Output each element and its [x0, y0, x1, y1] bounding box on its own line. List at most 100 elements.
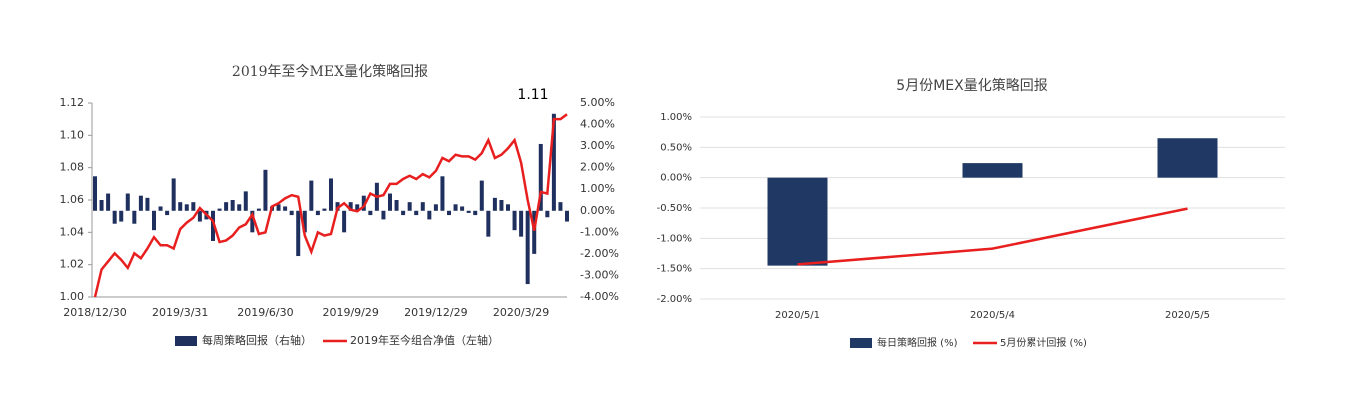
bar [486, 210, 491, 237]
bar [171, 178, 176, 211]
bar [184, 204, 189, 211]
bar [302, 210, 307, 233]
legend-label: 5月份累计回报 (%) [1000, 336, 1087, 349]
x-tick-label: 2019/12/29 [404, 306, 467, 319]
bar [217, 208, 222, 211]
bar [361, 195, 366, 211]
bar [355, 204, 360, 211]
bar [329, 178, 333, 211]
bar [545, 210, 550, 218]
bar [93, 176, 97, 211]
bar [250, 210, 255, 233]
chart-title: 5月份MEX量化策略回报 [896, 77, 1047, 94]
x-tick-label: 2019/3/31 [152, 306, 208, 319]
bar [447, 210, 451, 216]
bar [440, 176, 445, 211]
bar [165, 210, 170, 216]
annotation: 1.11 [517, 87, 548, 103]
bar [125, 193, 130, 211]
bar [420, 202, 425, 211]
bar [152, 210, 156, 231]
chart-title: 2019年至今MEX量化策略回报 [232, 63, 428, 80]
bar [132, 210, 137, 224]
legend-label: 每日策略回报 (%) [877, 336, 958, 349]
bar [191, 202, 196, 211]
x-tick-label: 2019/9/29 [322, 306, 378, 319]
line [797, 207, 1188, 266]
bar [211, 210, 215, 241]
bar [453, 204, 458, 211]
bar [473, 210, 478, 216]
y-tick-label: 1.00% [660, 112, 692, 123]
y-tick-label: 1.06 [60, 193, 85, 206]
bar [565, 210, 569, 222]
bar [145, 197, 150, 211]
bar [158, 206, 163, 211]
x-tick-label: 2020/3/29 [493, 306, 549, 319]
bar [106, 193, 111, 211]
y-tick-label: 1.08 [60, 161, 85, 174]
y2-tick-label: 4.00% [580, 118, 615, 131]
legend-label: 每周策略回报（右轴） [202, 333, 312, 347]
y2-tick-label: 1.00% [580, 182, 615, 195]
legend-swatch [850, 338, 872, 348]
y-tick-label: -2.00% [657, 294, 692, 305]
x-tick-label: 2018/12/30 [63, 306, 126, 319]
bar [414, 210, 419, 216]
bar [315, 210, 320, 216]
bar [558, 202, 563, 211]
y2-tick-label: 2.00% [580, 161, 615, 174]
x-tick-label: 2020/5/1 [775, 310, 820, 321]
bar [962, 163, 1023, 178]
bar [309, 180, 314, 211]
y-tick-label: 1.04 [60, 225, 85, 238]
bar [525, 210, 530, 285]
bar [381, 210, 386, 220]
y2-tick-label: -2.00% [580, 247, 619, 260]
x-tick-label: 2019/6/30 [237, 306, 293, 319]
bar [342, 210, 347, 233]
bar [322, 208, 327, 211]
y-tick-label: 0.50% [660, 142, 692, 153]
bar [138, 195, 143, 211]
bar [499, 200, 504, 211]
y-tick-label: 1.10 [60, 128, 85, 141]
bar [466, 210, 471, 213]
bar [348, 202, 353, 211]
bar [283, 206, 288, 211]
bar [289, 210, 294, 216]
bar [1157, 138, 1218, 178]
y-tick-label: 1.02 [60, 258, 85, 271]
bar [197, 210, 202, 222]
y-tick-label: -1.00% [657, 233, 692, 244]
bar [276, 204, 281, 211]
bar [119, 210, 124, 222]
line [93, 113, 568, 298]
y-tick-label: -0.50% [657, 203, 692, 214]
bar [407, 202, 412, 211]
y2-tick-label: -4.00% [580, 290, 619, 303]
y2-tick-label: -1.00% [580, 225, 619, 238]
y2-tick-label: 3.00% [580, 139, 615, 152]
bar [243, 191, 248, 211]
y-tick-label: 0.00% [660, 173, 692, 184]
bar [256, 208, 261, 211]
bar [296, 210, 301, 257]
bar [230, 200, 235, 211]
legend-swatch [175, 336, 197, 346]
y-tick-label: 1.12 [60, 96, 85, 109]
y2-tick-label: -3.00% [580, 268, 619, 281]
x-tick-label: 2020/5/4 [970, 310, 1015, 321]
x-tick-label: 2020/5/5 [1165, 310, 1210, 321]
bar [237, 204, 242, 211]
bar [538, 143, 543, 211]
bar [178, 202, 183, 211]
bar [335, 202, 340, 211]
legend-label: 2019年至今组合净值（左轴） [350, 333, 499, 347]
bar [532, 210, 537, 254]
bar [112, 210, 117, 224]
y-tick-label: -1.50% [657, 264, 692, 275]
y2-tick-label: 5.00% [580, 96, 615, 109]
